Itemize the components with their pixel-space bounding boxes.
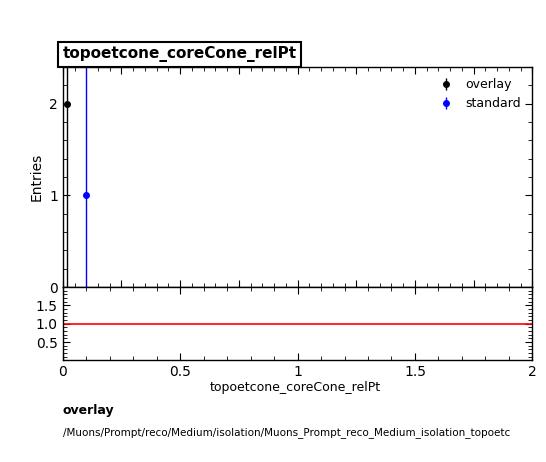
Text: /Muons/Prompt/reco/Medium/isolation/Muons_Prompt_reco_Medium_isolation_topoetc: /Muons/Prompt/reco/Medium/isolation/Muon… — [63, 427, 510, 438]
Legend: overlay, standard: overlay, standard — [432, 73, 526, 116]
Y-axis label: Entries: Entries — [29, 153, 44, 201]
Text: overlay: overlay — [63, 404, 115, 417]
Text: topoetcone_coreCone_relPt: topoetcone_coreCone_relPt — [209, 381, 381, 394]
Text: topoetcone_coreCone_relPt: topoetcone_coreCone_relPt — [63, 46, 297, 62]
